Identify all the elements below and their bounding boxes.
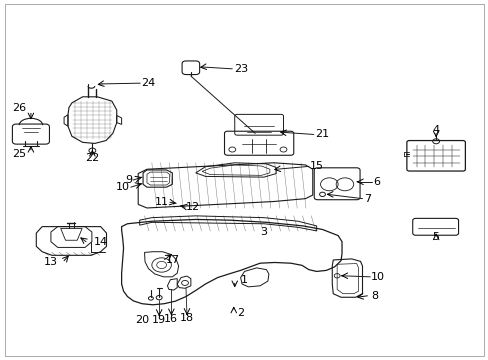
Text: 14: 14 (93, 237, 107, 247)
Text: 23: 23 (233, 64, 247, 74)
Text: 10: 10 (116, 182, 130, 192)
Text: 12: 12 (185, 202, 200, 212)
Text: 4: 4 (432, 125, 439, 135)
Text: 19: 19 (152, 315, 166, 325)
Text: 8: 8 (370, 291, 378, 301)
Text: 17: 17 (165, 255, 179, 265)
Text: 16: 16 (163, 314, 177, 324)
Text: 24: 24 (141, 78, 155, 88)
Text: 13: 13 (43, 257, 58, 267)
Text: 6: 6 (373, 177, 380, 187)
Text: 7: 7 (363, 194, 370, 204)
Text: 5: 5 (432, 232, 439, 242)
Text: 25: 25 (12, 149, 26, 159)
Text: 1: 1 (241, 275, 247, 285)
Text: 22: 22 (85, 153, 99, 163)
Text: 2: 2 (237, 308, 244, 318)
Text: 3: 3 (260, 227, 267, 237)
Text: 11: 11 (155, 197, 168, 207)
Text: 15: 15 (310, 161, 324, 171)
Text: 26: 26 (12, 103, 26, 113)
Text: 18: 18 (180, 313, 194, 323)
Text: 20: 20 (135, 315, 149, 325)
Text: 21: 21 (315, 130, 328, 139)
Text: 10: 10 (370, 272, 385, 282)
Text: 9: 9 (125, 175, 132, 185)
